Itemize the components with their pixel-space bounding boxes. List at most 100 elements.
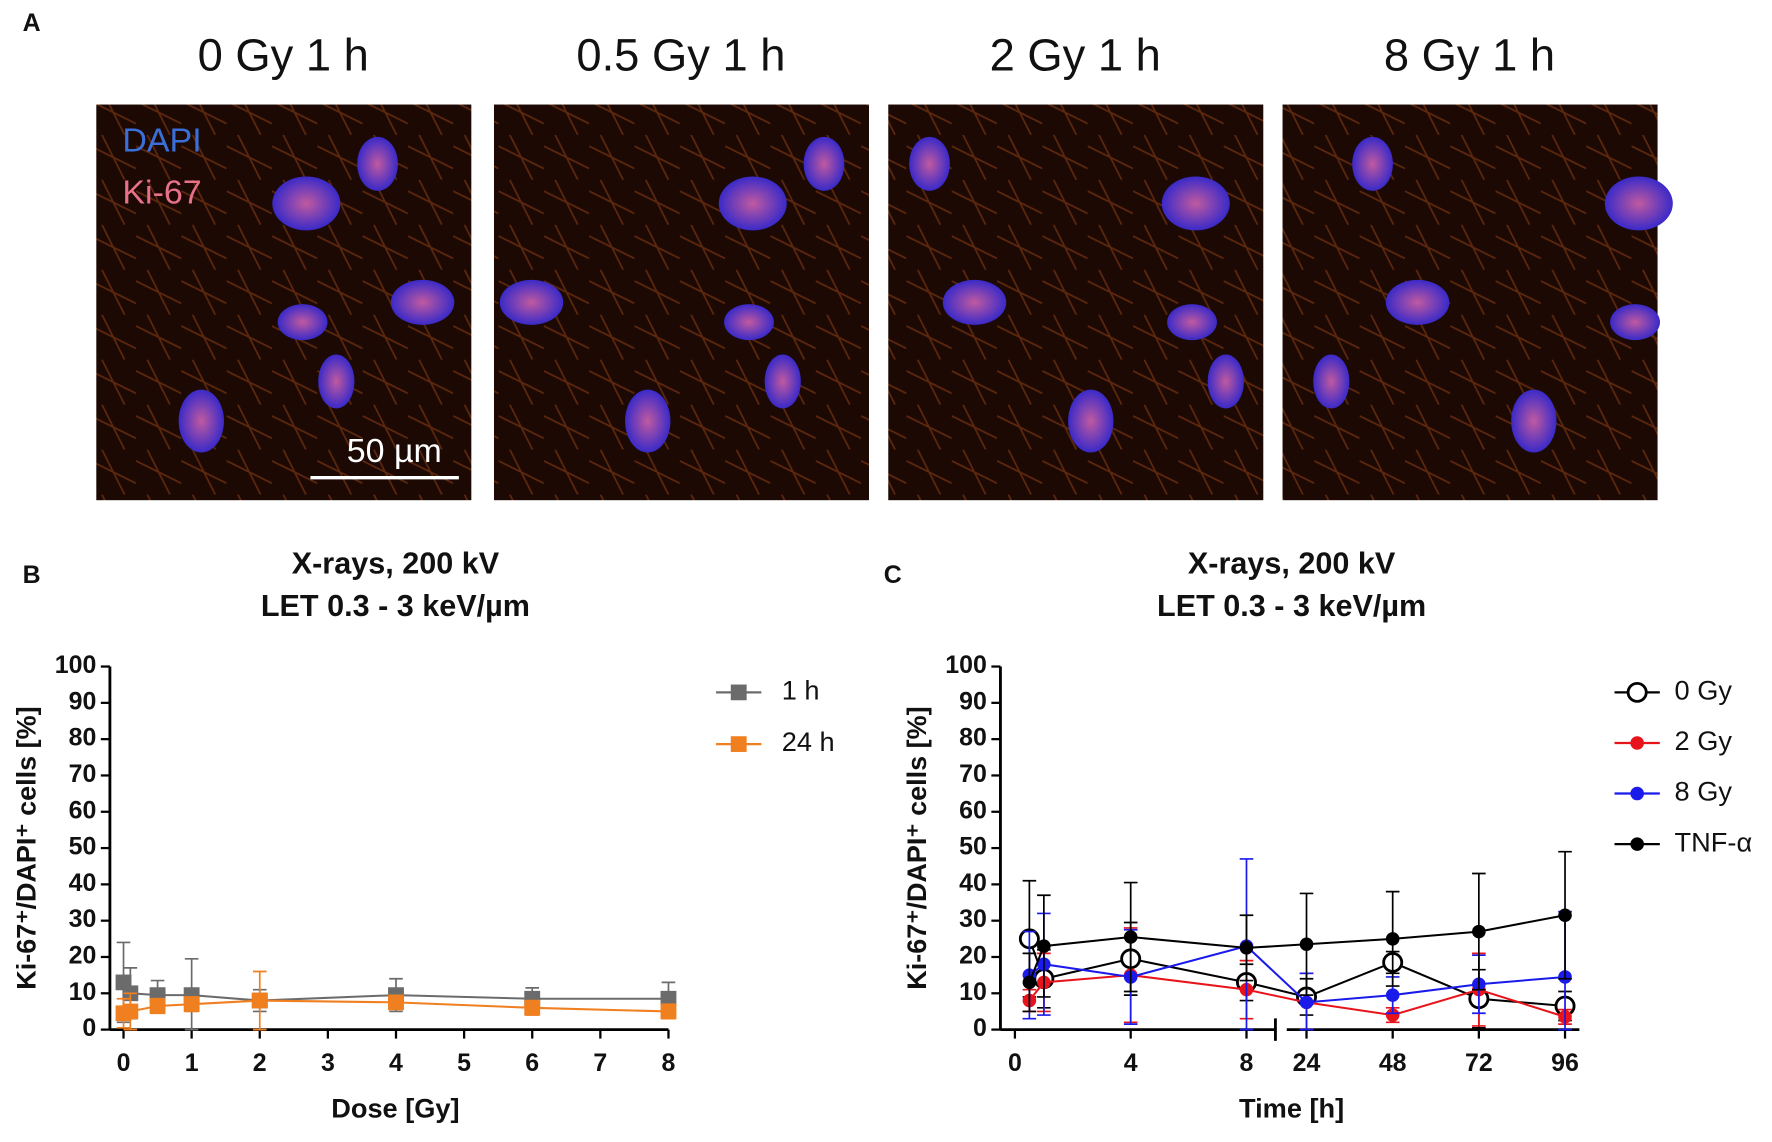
nucleus — [1068, 389, 1114, 453]
y-tick-label: 0 — [82, 1015, 96, 1042]
nucleus — [803, 136, 845, 191]
data-point — [1239, 941, 1254, 955]
x-tick-label: 48 — [1379, 1050, 1407, 1077]
x-tick-label: 6 — [525, 1050, 539, 1077]
legend-label: 8 Gy — [1675, 776, 1733, 807]
data-point — [1123, 930, 1138, 944]
panel-label: C — [884, 562, 902, 589]
image-title: 8 Gy 1 h — [1384, 29, 1555, 80]
x-tick-label: 1 — [185, 1050, 199, 1077]
chart-title: LET 0.3 - 3 keV/µm — [1157, 589, 1426, 623]
x-tick-label: 8 — [1240, 1050, 1254, 1077]
x-tick-label: 4 — [1124, 1050, 1138, 1077]
nucleus — [277, 304, 328, 341]
legend-marker — [730, 684, 747, 701]
image-title: 2 Gy 1 h — [990, 29, 1161, 80]
y-tick-label: 20 — [69, 943, 97, 970]
nucleus — [178, 389, 224, 453]
y-tick-label: 80 — [959, 725, 987, 752]
y-tick-label: 50 — [69, 834, 97, 861]
nucleus — [357, 136, 398, 191]
data-point — [1022, 975, 1037, 990]
nucleus — [724, 304, 774, 341]
legend-label: 24 h — [782, 726, 835, 757]
scale-bar-label: 50 µm — [347, 432, 442, 470]
data-point — [1299, 995, 1314, 1010]
y-tick-label: 20 — [959, 943, 987, 970]
x-tick-label: 96 — [1551, 1050, 1579, 1077]
nucleus — [718, 176, 787, 231]
nucleus — [909, 136, 950, 191]
nucleus — [272, 176, 341, 231]
data-point — [1299, 937, 1314, 952]
legend-marker — [730, 736, 747, 752]
x-axis-label: Dose [Gy] — [331, 1093, 459, 1124]
nucleus — [499, 279, 564, 325]
x-tick-label: 0 — [117, 1050, 131, 1077]
legend-label: 1 h — [782, 675, 820, 706]
data-point — [660, 1003, 677, 1020]
legend-marker — [1630, 786, 1644, 801]
chart-title: X-rays, 200 kV — [292, 547, 500, 581]
nucleus — [1313, 354, 1350, 409]
y-tick-label: 0 — [973, 1015, 987, 1042]
nucleus — [1207, 354, 1244, 409]
nucleus — [1610, 304, 1660, 341]
data-point — [388, 994, 404, 1011]
y-axis-label: Ki-67⁺/DAPI⁺ cells [%] — [901, 706, 932, 989]
data-point — [1472, 924, 1486, 939]
y-tick-label: 10 — [959, 979, 987, 1006]
panel-label: B — [23, 562, 41, 589]
y-tick-label: 90 — [959, 688, 987, 715]
y-tick-label: 60 — [959, 797, 987, 824]
y-tick-label: 90 — [69, 688, 97, 715]
y-tick-label: 40 — [959, 870, 987, 897]
data-point — [524, 999, 541, 1016]
legend-marker — [1630, 736, 1644, 750]
x-tick-label: 4 — [389, 1050, 403, 1077]
series-line — [1028, 914, 1566, 983]
nucleus — [1352, 136, 1393, 191]
nucleus — [318, 354, 355, 409]
nucleus — [390, 279, 455, 325]
image-title: 0 Gy 1 h — [198, 29, 369, 80]
nucleus — [1511, 389, 1557, 453]
nucleus — [1167, 304, 1217, 341]
x-tick-label: 24 — [1293, 1050, 1321, 1077]
nucleus — [1385, 279, 1450, 325]
data-point — [1558, 908, 1572, 922]
y-tick-label: 30 — [959, 906, 987, 933]
legend-marker — [1630, 837, 1644, 851]
y-tick-label: 10 — [69, 979, 97, 1006]
nucleus — [764, 354, 801, 409]
series-line — [1028, 974, 1566, 1018]
legend-label: 2 Gy — [1675, 725, 1733, 756]
micrograph — [1282, 104, 1658, 501]
x-tick-label: 7 — [593, 1050, 607, 1077]
y-tick-label: 70 — [959, 761, 987, 788]
y-tick-label: 60 — [69, 797, 97, 824]
chart-title: LET 0.3 - 3 keV/µm — [261, 589, 530, 623]
data-point — [1037, 939, 1051, 953]
y-tick-label: 100 — [945, 652, 987, 679]
image-title: 0.5 Gy 1 h — [576, 29, 785, 80]
x-tick-label: 5 — [457, 1050, 471, 1077]
nucleus — [1161, 176, 1230, 231]
data-point — [660, 990, 677, 1007]
data-point — [1385, 988, 1400, 1002]
data-point — [251, 992, 268, 1009]
panel-label: A — [23, 10, 41, 37]
x-axis-label: Time [h] — [1239, 1093, 1344, 1124]
series-line — [1028, 944, 1566, 1004]
x-tick-label: 8 — [662, 1050, 676, 1077]
x-tick-label: 3 — [321, 1050, 335, 1077]
chart-title: X-rays, 200 kV — [1188, 547, 1396, 581]
legend-label: TNF-α — [1675, 826, 1753, 857]
stain-label: DAPI — [122, 122, 201, 160]
y-tick-label: 50 — [959, 834, 987, 861]
nucleus — [942, 279, 1007, 325]
y-tick-label: 40 — [69, 870, 97, 897]
nucleus — [1604, 176, 1673, 231]
y-axis-label: Ki-67⁺/DAPI⁺ cells [%] — [10, 706, 41, 989]
